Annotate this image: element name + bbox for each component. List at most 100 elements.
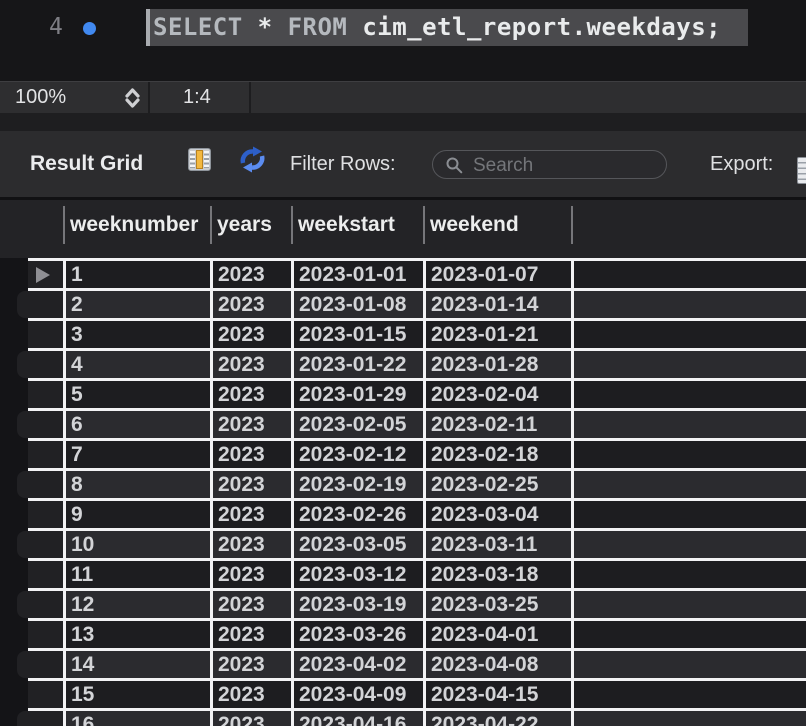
cell-weekstart[interactable]: 2023-01-01 — [299, 262, 407, 286]
search-field[interactable] — [432, 150, 667, 179]
cell-years[interactable]: 2023 — [218, 412, 265, 436]
cell-years[interactable]: 2023 — [218, 592, 265, 616]
table-row[interactable] — [63, 560, 806, 588]
cell-years[interactable]: 2023 — [218, 562, 265, 586]
cell-weekstart[interactable]: 2023-01-29 — [299, 382, 407, 406]
row-gutter[interactable] — [28, 530, 63, 558]
cell-years[interactable]: 2023 — [218, 382, 265, 406]
cell-years[interactable]: 2023 — [218, 682, 265, 706]
cell-weekstart[interactable]: 2023-03-05 — [299, 532, 407, 556]
cell-weekend[interactable]: 2023-02-25 — [431, 472, 539, 496]
sql-editor[interactable]: 4 SELECT * FROM cim_etl_report.weekdays; — [0, 0, 806, 81]
cell-weekstart[interactable]: 2023-01-22 — [299, 352, 407, 376]
row-gutter[interactable] — [28, 560, 63, 588]
cell-weekstart[interactable]: 2023-04-16 — [299, 712, 407, 726]
cell-weeknumber[interactable]: 11 — [71, 562, 94, 586]
column-header-weekend[interactable]: weekend — [430, 213, 519, 236]
cell-weeknumber[interactable]: 8 — [71, 472, 83, 496]
cell-weeknumber[interactable]: 15 — [71, 682, 95, 706]
column-header-weeknumber[interactable]: weeknumber — [70, 213, 199, 236]
cell-weeknumber[interactable]: 13 — [71, 622, 95, 646]
cell-weekend[interactable]: 2023-02-18 — [431, 442, 539, 466]
table-row[interactable] — [63, 440, 806, 468]
row-gutter[interactable] — [28, 350, 63, 378]
search-input[interactable] — [471, 152, 660, 179]
cell-weekend[interactable]: 2023-02-11 — [431, 412, 538, 436]
table-row[interactable] — [63, 380, 806, 408]
cell-weekstart[interactable]: 2023-03-19 — [299, 592, 407, 616]
table-row[interactable] — [63, 320, 806, 348]
cell-weeknumber[interactable]: 10 — [71, 532, 95, 556]
cell-weekend[interactable]: 2023-03-18 — [431, 562, 539, 586]
cell-weekend[interactable]: 2023-04-15 — [431, 682, 539, 706]
row-gutter[interactable] — [28, 440, 63, 468]
table-row[interactable] — [63, 650, 806, 678]
row-gutter[interactable] — [28, 680, 63, 708]
cell-years[interactable]: 2023 — [218, 292, 265, 316]
cell-years[interactable]: 2023 — [218, 262, 265, 286]
cell-weekend[interactable]: 2023-03-25 — [431, 592, 539, 616]
row-gutter[interactable] — [28, 320, 63, 348]
cell-weeknumber[interactable]: 6 — [71, 412, 83, 436]
cell-years[interactable]: 2023 — [218, 352, 265, 376]
cell-weeknumber[interactable]: 5 — [71, 382, 83, 406]
cell-years[interactable]: 2023 — [218, 472, 265, 496]
result-grid-icon[interactable] — [188, 148, 211, 171]
cell-weeknumber[interactable]: 9 — [71, 502, 83, 526]
row-gutter[interactable] — [28, 500, 63, 528]
cell-weeknumber[interactable]: 1 — [71, 262, 83, 286]
row-gutter[interactable] — [28, 620, 63, 648]
row-gutter[interactable] — [28, 410, 63, 438]
row-gutter[interactable] — [28, 380, 63, 408]
cell-years[interactable]: 2023 — [218, 322, 265, 346]
cell-weeknumber[interactable]: 14 — [71, 652, 95, 676]
table-row[interactable] — [63, 710, 806, 726]
cell-weekend[interactable]: 2023-04-22 — [431, 712, 539, 726]
cell-weekend[interactable]: 2023-04-01 — [431, 622, 539, 646]
export-icon[interactable] — [797, 157, 806, 184]
row-gutter[interactable] — [28, 590, 63, 618]
cell-weeknumber[interactable]: 2 — [71, 292, 83, 316]
table-row[interactable] — [63, 470, 806, 498]
table-row[interactable] — [63, 290, 806, 318]
table-row[interactable] — [63, 530, 806, 558]
cell-weekstart[interactable]: 2023-03-12 — [299, 562, 407, 586]
cell-weekend[interactable]: 2023-04-08 — [431, 652, 539, 676]
cell-weekstart[interactable]: 2023-02-26 — [299, 502, 407, 526]
row-gutter[interactable] — [28, 290, 63, 318]
cell-weekstart[interactable]: 2023-04-09 — [299, 682, 407, 706]
cell-weekend[interactable]: 2023-03-04 — [431, 502, 539, 526]
column-header-years[interactable]: years — [217, 213, 272, 236]
cell-years[interactable]: 2023 — [218, 652, 265, 676]
cell-weeknumber[interactable]: 4 — [71, 352, 83, 376]
table-row[interactable] — [63, 260, 806, 288]
table-row[interactable] — [63, 620, 806, 648]
cell-weekend[interactable]: 2023-01-21 — [431, 322, 539, 346]
cell-years[interactable]: 2023 — [218, 712, 265, 726]
cell-weekstart[interactable]: 2023-04-02 — [299, 652, 407, 676]
cell-weekstart[interactable]: 2023-02-05 — [299, 412, 407, 436]
cell-years[interactable]: 2023 — [218, 622, 265, 646]
row-gutter[interactable] — [28, 710, 63, 726]
row-gutter[interactable] — [28, 650, 63, 678]
cell-weekstart[interactable]: 2023-01-15 — [299, 322, 407, 346]
cell-weekend[interactable]: 2023-01-14 — [431, 292, 539, 316]
table-row[interactable] — [63, 680, 806, 708]
sql-statement[interactable]: SELECT * FROM cim_etl_report.weekdays; — [153, 9, 721, 46]
cell-weekend[interactable]: 2023-02-04 — [431, 382, 539, 406]
zoom-stepper[interactable] — [123, 87, 142, 109]
cell-years[interactable]: 2023 — [218, 532, 265, 556]
column-header-weekstart[interactable]: weekstart — [298, 213, 395, 236]
cell-weekstart[interactable]: 2023-01-08 — [299, 292, 407, 316]
table-row[interactable] — [63, 410, 806, 438]
cell-years[interactable]: 2023 — [218, 502, 265, 526]
table-row[interactable] — [63, 350, 806, 378]
cell-weeknumber[interactable]: 7 — [71, 442, 83, 466]
cell-years[interactable]: 2023 — [218, 442, 265, 466]
cell-weeknumber[interactable]: 16 — [71, 712, 95, 726]
row-gutter[interactable] — [28, 470, 63, 498]
cell-weekend[interactable]: 2023-01-28 — [431, 352, 539, 376]
table-row[interactable] — [63, 500, 806, 528]
cell-weekstart[interactable]: 2023-02-12 — [299, 442, 407, 466]
cell-weekstart[interactable]: 2023-03-26 — [299, 622, 407, 646]
